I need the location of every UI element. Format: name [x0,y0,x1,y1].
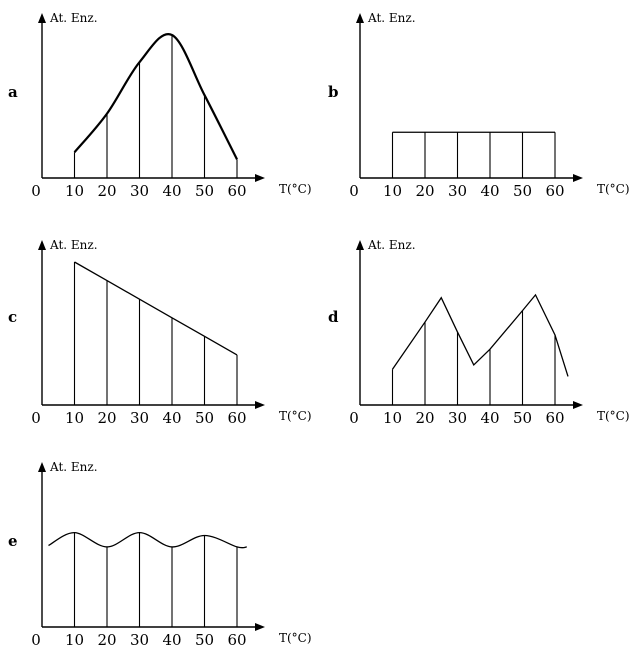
x-tick-label: 0 [31,409,41,427]
x-tick-label: 50 [195,409,214,427]
x-tick-label: 10 [383,182,402,200]
x-tick-label: 20 [415,182,434,200]
x-tick-label: 0 [31,631,41,648]
x-axis-label: T(°C) [279,182,312,196]
panel-e: e At. Enz. T(°C) 0 10 20 30 40 50 60 [8,460,312,648]
x-tick-label: 40 [480,409,499,427]
x-axis-label: T(°C) [279,409,312,423]
y-axis-arrow [38,462,46,472]
x-axis-arrow [255,623,265,631]
panel-a: a At. Enz. T(°C) 0 10 20 30 40 50 60 [8,11,312,200]
x-tick-label: 30 [130,182,149,200]
activity-curve [48,531,247,549]
x-tick-label: 20 [97,409,116,427]
x-tick-label: 50 [513,409,532,427]
x-tick-label: 40 [480,182,499,200]
x-axis-arrow [255,174,265,182]
y-axis-arrow [38,240,46,250]
x-tick-label: 40 [162,631,181,648]
activity-curve [391,293,569,377]
panel-d: d At. Enz. T(°C) 0 10 20 30 40 50 60 [328,238,630,427]
x-axis-arrow [573,401,583,409]
activity-curve [74,261,238,356]
y-axis-arrow [356,240,364,250]
x-tick-label: 60 [227,409,246,427]
panel-b: b At. Enz. T(°C) 0 10 20 30 40 50 60 [328,11,630,200]
x-axis-arrow [255,401,265,409]
panel-label-b: b [328,83,339,101]
y-axis-label: At. Enz. [367,11,416,25]
x-tick-label: 10 [65,631,84,648]
x-tick-label: 40 [162,409,181,427]
x-tick-label: 0 [31,182,41,200]
y-axis-label: At. Enz. [49,460,98,474]
x-tick-label: 0 [349,409,359,427]
panel-label-c: c [8,308,17,326]
x-tick-label: 60 [545,409,564,427]
x-axis-label: T(°C) [279,631,312,645]
x-tick-label: 30 [448,182,467,200]
x-tick-label: 40 [162,182,181,200]
x-tick-label: 10 [65,409,84,427]
panel-label-e: e [8,532,18,550]
activity-curve [73,32,238,160]
x-tick-label: 50 [195,182,214,200]
x-tick-label: 30 [130,631,149,648]
x-tick-label: 20 [415,409,434,427]
x-tick-label: 50 [513,182,532,200]
y-axis-label: At. Enz. [49,11,98,25]
y-axis-arrow [38,13,46,23]
x-tick-label: 0 [349,182,359,200]
panel-label-a: a [8,83,18,101]
x-tick-label: 10 [65,182,84,200]
x-tick-label: 20 [97,182,116,200]
y-axis-label: At. Enz. [367,238,416,252]
panel-label-d: d [328,308,339,326]
x-tick-label: 30 [130,409,149,427]
x-tick-label: 30 [448,409,467,427]
x-tick-label: 60 [227,182,246,200]
panel-c: c At. Enz. T(°C) 0 10 20 30 40 50 60 [8,238,312,427]
y-axis-label: At. Enz. [49,238,98,252]
x-tick-label: 20 [97,631,116,648]
x-axis-label: T(°C) [597,182,630,196]
x-axis-label: T(°C) [597,409,630,423]
x-tick-label: 50 [195,631,214,648]
x-tick-label: 60 [227,631,246,648]
x-tick-label: 60 [545,182,564,200]
y-axis-arrow [356,13,364,23]
x-tick-label: 10 [383,409,402,427]
x-axis-arrow [573,174,583,182]
